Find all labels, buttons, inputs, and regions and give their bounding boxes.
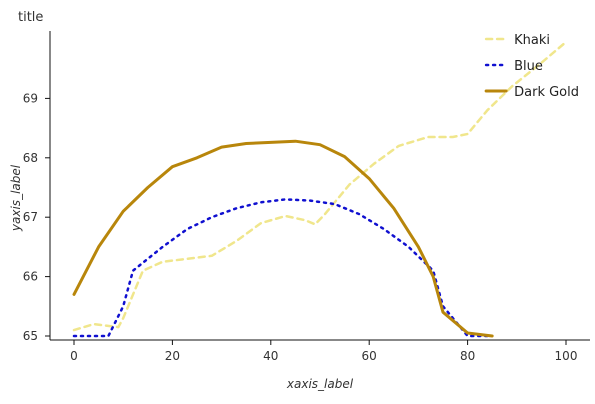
legend: Khaki Blue Dark Gold xyxy=(484,33,579,100)
y-tick-label: 65 xyxy=(23,329,38,343)
series-line-khaki xyxy=(72,40,568,332)
y-tick-label: 66 xyxy=(23,270,38,284)
y-tick-label: 69 xyxy=(23,91,38,105)
x-tick-label: 20 xyxy=(165,349,180,363)
y-axis-label: yaxis_label xyxy=(9,164,23,232)
y-tick-label: 68 xyxy=(23,151,38,165)
legend-label-khaki: Khaki xyxy=(514,33,550,48)
x-tick-label: 0 xyxy=(70,349,78,363)
x-axis-label: xaxis_label xyxy=(286,377,354,391)
y-tick-label: 67 xyxy=(23,210,38,224)
x-tick-label: 40 xyxy=(263,349,278,363)
series-line-dark-gold xyxy=(72,139,494,338)
series-layer xyxy=(72,40,568,338)
x-tick-label: 80 xyxy=(460,349,475,363)
series-line-blue xyxy=(72,198,494,338)
tick-layer: 0 20 40 60 80 100 65 66 67 68 69 xyxy=(23,91,578,363)
chart-title: title xyxy=(18,10,43,25)
x-tick-label: 100 xyxy=(555,349,578,363)
x-tick-label: 60 xyxy=(362,349,377,363)
legend-label-dark-gold: Dark Gold xyxy=(514,85,579,100)
legend-label-blue: Blue xyxy=(514,59,543,74)
